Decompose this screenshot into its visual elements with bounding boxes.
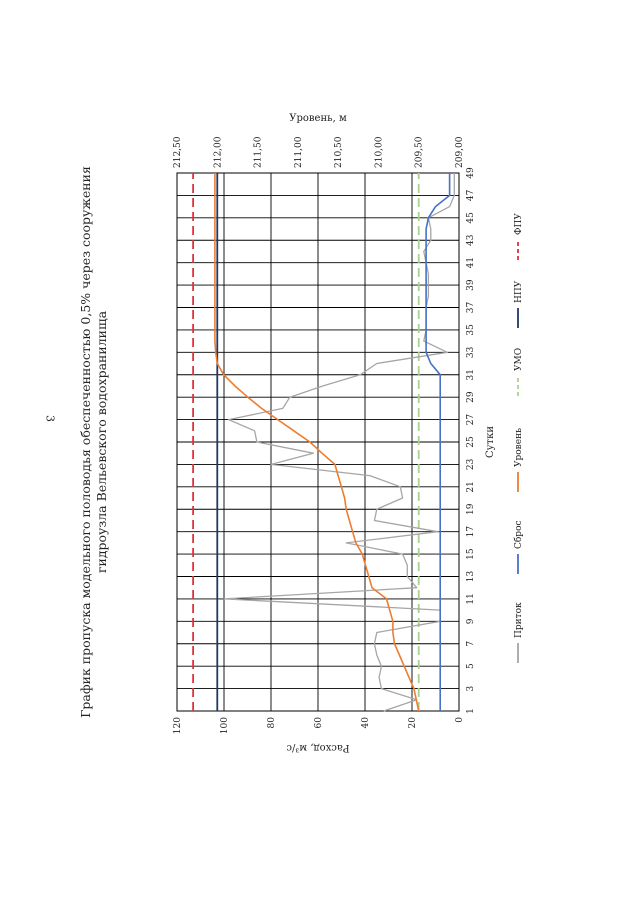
- x-tick-label: 25: [466, 436, 476, 448]
- x-tick-label: 1: [466, 708, 476, 714]
- x-tick-label: 21: [466, 481, 476, 492]
- legend-umo-label: УМО: [514, 348, 524, 371]
- y-tick-label: 40: [361, 717, 371, 729]
- discharge-line: [425, 173, 451, 711]
- y-tick-label: 0: [455, 717, 465, 723]
- level-line: [214, 173, 420, 712]
- y2-tick-label: 209,50: [415, 136, 425, 168]
- x-tick-label: 3: [466, 685, 476, 691]
- x-tick-label: 39: [466, 279, 476, 291]
- y2-tick-label: 212,00: [213, 136, 223, 168]
- x-tick-label: 13: [466, 571, 476, 583]
- y-tick-label: 60: [314, 717, 324, 729]
- x-tick-label: 31: [466, 369, 476, 380]
- y2-tick-label: 212,50: [173, 136, 183, 168]
- x-tick-label: 45: [466, 212, 476, 224]
- x-tick-label: 27: [466, 414, 476, 426]
- y2-tick-label: 211,00: [294, 136, 304, 168]
- x-tick-label: 15: [466, 548, 476, 560]
- y2-tick-label: 210,00: [374, 136, 384, 168]
- x-tick-label: 19: [466, 503, 476, 515]
- x-tick-label: 23: [466, 458, 476, 470]
- chart-title-line-1: График пропуска модельного половодья обе…: [78, 166, 93, 718]
- y2-tick-label: 211,50: [254, 136, 264, 168]
- legend-fpu-label: ФПУ: [514, 213, 524, 235]
- x-tick-label: 9: [466, 618, 476, 624]
- y-tick-label: 100: [220, 717, 230, 734]
- x-tick-label: 17: [466, 526, 476, 538]
- y-tick-label: 120: [173, 717, 183, 734]
- y-tick-label: 80: [267, 717, 277, 729]
- x-tick-label: 29: [466, 391, 476, 403]
- x-tick-label: 41: [466, 257, 476, 268]
- x-tick-label: 49: [466, 167, 476, 179]
- y2-tick-label: 209,00: [455, 136, 465, 168]
- x-tick-label: 43: [466, 234, 476, 246]
- y2-axis-title: Уровень, м: [289, 113, 347, 124]
- x-tick-label: 35: [466, 324, 476, 336]
- y-axis-title: Расход, м³/с: [286, 742, 350, 753]
- legend-discharge-label: Сброс: [513, 520, 524, 549]
- x-tick-label: 33: [466, 346, 476, 358]
- x-tick-label: 7: [466, 641, 476, 647]
- x-tick-label: 37: [466, 302, 476, 314]
- chart-title-line-2: гидроузла Вельевского водохранилища: [94, 310, 109, 573]
- y-tick-label: 20: [408, 717, 418, 729]
- legend-npu-label: НПУ: [514, 280, 524, 303]
- plot-area-border: [176, 172, 460, 712]
- y2-tick-label: 210,50: [334, 136, 344, 168]
- x-tick-label: 11: [466, 593, 476, 604]
- x-tick-label: 47: [466, 189, 476, 201]
- legend-inflow-label: Приток: [514, 602, 524, 638]
- x-axis-title: Сутки: [485, 426, 496, 458]
- x-tick-label: 5: [466, 663, 476, 669]
- legend-level-label: Уровень: [514, 428, 524, 467]
